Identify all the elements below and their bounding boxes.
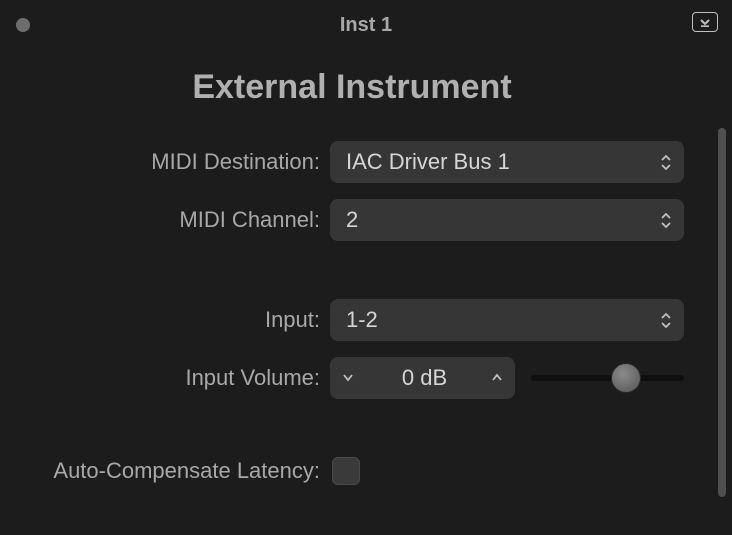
input-row: Input: 1-2	[0, 299, 704, 341]
midi-destination-select[interactable]: IAC Driver Bus 1	[330, 141, 684, 183]
input-volume-label: Input Volume:	[0, 365, 330, 391]
scrollbar[interactable]	[718, 128, 726, 497]
midi-destination-value: IAC Driver Bus 1	[346, 149, 510, 175]
updown-arrows-icon	[660, 155, 672, 170]
auto-compensate-label: Auto-Compensate Latency:	[0, 458, 330, 484]
close-button[interactable]	[16, 18, 30, 32]
slider-track	[531, 375, 684, 381]
panel-heading: External Instrument	[0, 68, 704, 107]
content-area: External Instrument MIDI Destination: IA…	[0, 50, 712, 527]
input-value: 1-2	[346, 307, 378, 333]
titlebar: Inst 1	[0, 0, 732, 50]
midi-destination-label: MIDI Destination:	[0, 149, 330, 175]
slider-thumb[interactable]	[611, 363, 641, 393]
increment-icon[interactable]	[491, 373, 503, 383]
input-label: Input:	[0, 307, 330, 333]
input-volume-value: 0 dB	[402, 365, 447, 391]
window-title: Inst 1	[340, 14, 392, 37]
updown-arrows-icon	[660, 213, 672, 228]
midi-channel-row: MIDI Channel: 2	[0, 199, 704, 241]
input-select[interactable]: 1-2	[330, 299, 684, 341]
midi-channel-label: MIDI Channel:	[0, 207, 330, 233]
midi-channel-select[interactable]: 2	[330, 199, 684, 241]
auto-compensate-row: Auto-Compensate Latency:	[0, 457, 704, 485]
decrement-icon[interactable]	[342, 373, 354, 383]
input-volume-row: Input Volume: 0 dB	[0, 357, 704, 399]
updown-arrows-icon	[660, 313, 672, 328]
midi-channel-value: 2	[346, 207, 358, 233]
input-volume-slider[interactable]	[531, 358, 684, 398]
auto-compensate-checkbox[interactable]	[332, 457, 360, 485]
midi-destination-row: MIDI Destination: IAC Driver Bus 1	[0, 141, 704, 183]
input-volume-stepper[interactable]: 0 dB	[330, 357, 515, 399]
minimize-icon[interactable]	[692, 12, 718, 32]
